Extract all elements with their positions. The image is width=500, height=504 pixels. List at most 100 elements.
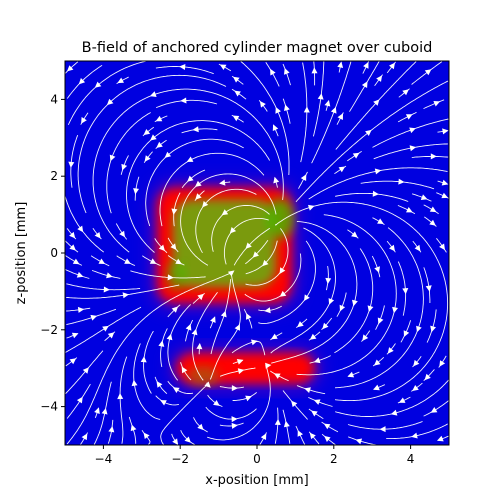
stream-arrow	[337, 61, 344, 68]
stream-arrow	[265, 362, 272, 369]
stream-arrow	[389, 244, 395, 252]
streamline	[313, 61, 316, 86]
streamline	[70, 134, 79, 188]
stream-arrow	[155, 115, 163, 122]
stream-arrow	[143, 432, 150, 439]
streamline	[296, 385, 326, 395]
stream-arrow	[103, 286, 110, 293]
stream-arrow	[441, 192, 449, 199]
stream-arrow	[101, 408, 108, 415]
stream-arrow	[309, 432, 316, 440]
streamline	[308, 167, 448, 200]
stream-arrow	[106, 272, 113, 279]
streamline	[397, 261, 407, 316]
streamline	[240, 61, 290, 176]
streamline	[219, 367, 256, 377]
stream-arrow	[68, 161, 75, 168]
streamline	[211, 204, 270, 252]
streamline	[193, 417, 208, 433]
stream-arrow	[300, 174, 307, 181]
stream-arrow	[220, 310, 227, 318]
stream-arrow	[117, 77, 124, 84]
streamline	[232, 392, 257, 401]
streamline	[335, 379, 449, 417]
stream-arrow	[413, 359, 420, 367]
stream-arrow	[323, 423, 331, 430]
stream-arrow	[171, 208, 178, 215]
magnet-glow-hot	[266, 198, 295, 239]
stream-arrow	[273, 373, 281, 379]
stream-arrow	[259, 101, 266, 108]
stream-arrow	[196, 343, 203, 350]
stream-arrow	[77, 306, 85, 313]
stream-arrow	[365, 129, 372, 136]
streamline	[335, 61, 417, 150]
streamline	[296, 214, 397, 376]
stream-arrow	[429, 206, 437, 213]
stream-arrow	[192, 126, 199, 133]
stream-arrow	[181, 366, 188, 374]
streamline	[335, 192, 409, 202]
stream-arrow	[398, 178, 405, 185]
stream-arrow	[313, 399, 321, 405]
streamline	[282, 63, 291, 86]
stream-arrow	[441, 179, 449, 186]
stream-arrow	[246, 313, 252, 320]
stream-arrow	[158, 244, 165, 252]
streamline	[92, 88, 284, 253]
streamline	[423, 400, 449, 417]
stream-arrow	[411, 432, 418, 439]
y-tick-label: −2	[40, 323, 58, 337]
streamline	[134, 176, 140, 201]
stream-arrow	[260, 433, 267, 440]
stream-arrow	[124, 258, 131, 264]
stream-arrow	[143, 129, 151, 136]
stream-arrow	[425, 285, 432, 292]
streamline	[348, 436, 377, 445]
streamline	[160, 328, 168, 367]
stream-arrow	[94, 81, 102, 88]
y-tick-label: 2	[50, 169, 58, 183]
stream-arrow	[308, 204, 315, 211]
stream-arrow	[324, 100, 331, 107]
stream-arrow	[232, 115, 240, 122]
stream-arrow	[191, 328, 198, 336]
stream-arrow	[402, 89, 409, 96]
streamline	[65, 306, 142, 353]
magnet-glow-core	[172, 199, 277, 288]
stream-arrow	[355, 438, 363, 445]
stream-arrow	[121, 163, 128, 171]
stream-arrow	[272, 124, 279, 131]
stream-arrow	[377, 218, 384, 224]
stream-arrow	[439, 360, 446, 367]
stream-arrow	[442, 128, 449, 135]
stream-arrow	[186, 156, 194, 162]
stream-arrow	[274, 418, 281, 425]
stream-arrow	[373, 384, 380, 391]
streamline	[207, 394, 223, 408]
stream-arrow	[69, 231, 76, 239]
streamline	[270, 227, 336, 354]
streamline	[133, 343, 161, 420]
streamline	[77, 74, 227, 214]
magnet-glow-hot	[166, 262, 187, 291]
stream-arrow	[67, 65, 74, 72]
x-tick-label: 0	[253, 452, 261, 466]
streamline	[282, 409, 291, 444]
stream-arrow	[69, 358, 77, 365]
streamline	[347, 421, 423, 430]
stream-arrow	[284, 68, 290, 75]
streamline	[65, 268, 90, 279]
streamline	[258, 240, 316, 324]
stream-arrow	[98, 258, 106, 264]
stream-arrow	[184, 436, 191, 443]
streamline	[245, 228, 289, 286]
x-tick-label: −4	[95, 452, 113, 466]
stream-arrow	[273, 176, 280, 184]
stream-arrow	[403, 330, 410, 337]
stream-arrow	[133, 188, 139, 195]
stream-arrow	[313, 357, 321, 364]
stream-arrow	[106, 98, 114, 106]
stream-arrow	[433, 101, 441, 107]
